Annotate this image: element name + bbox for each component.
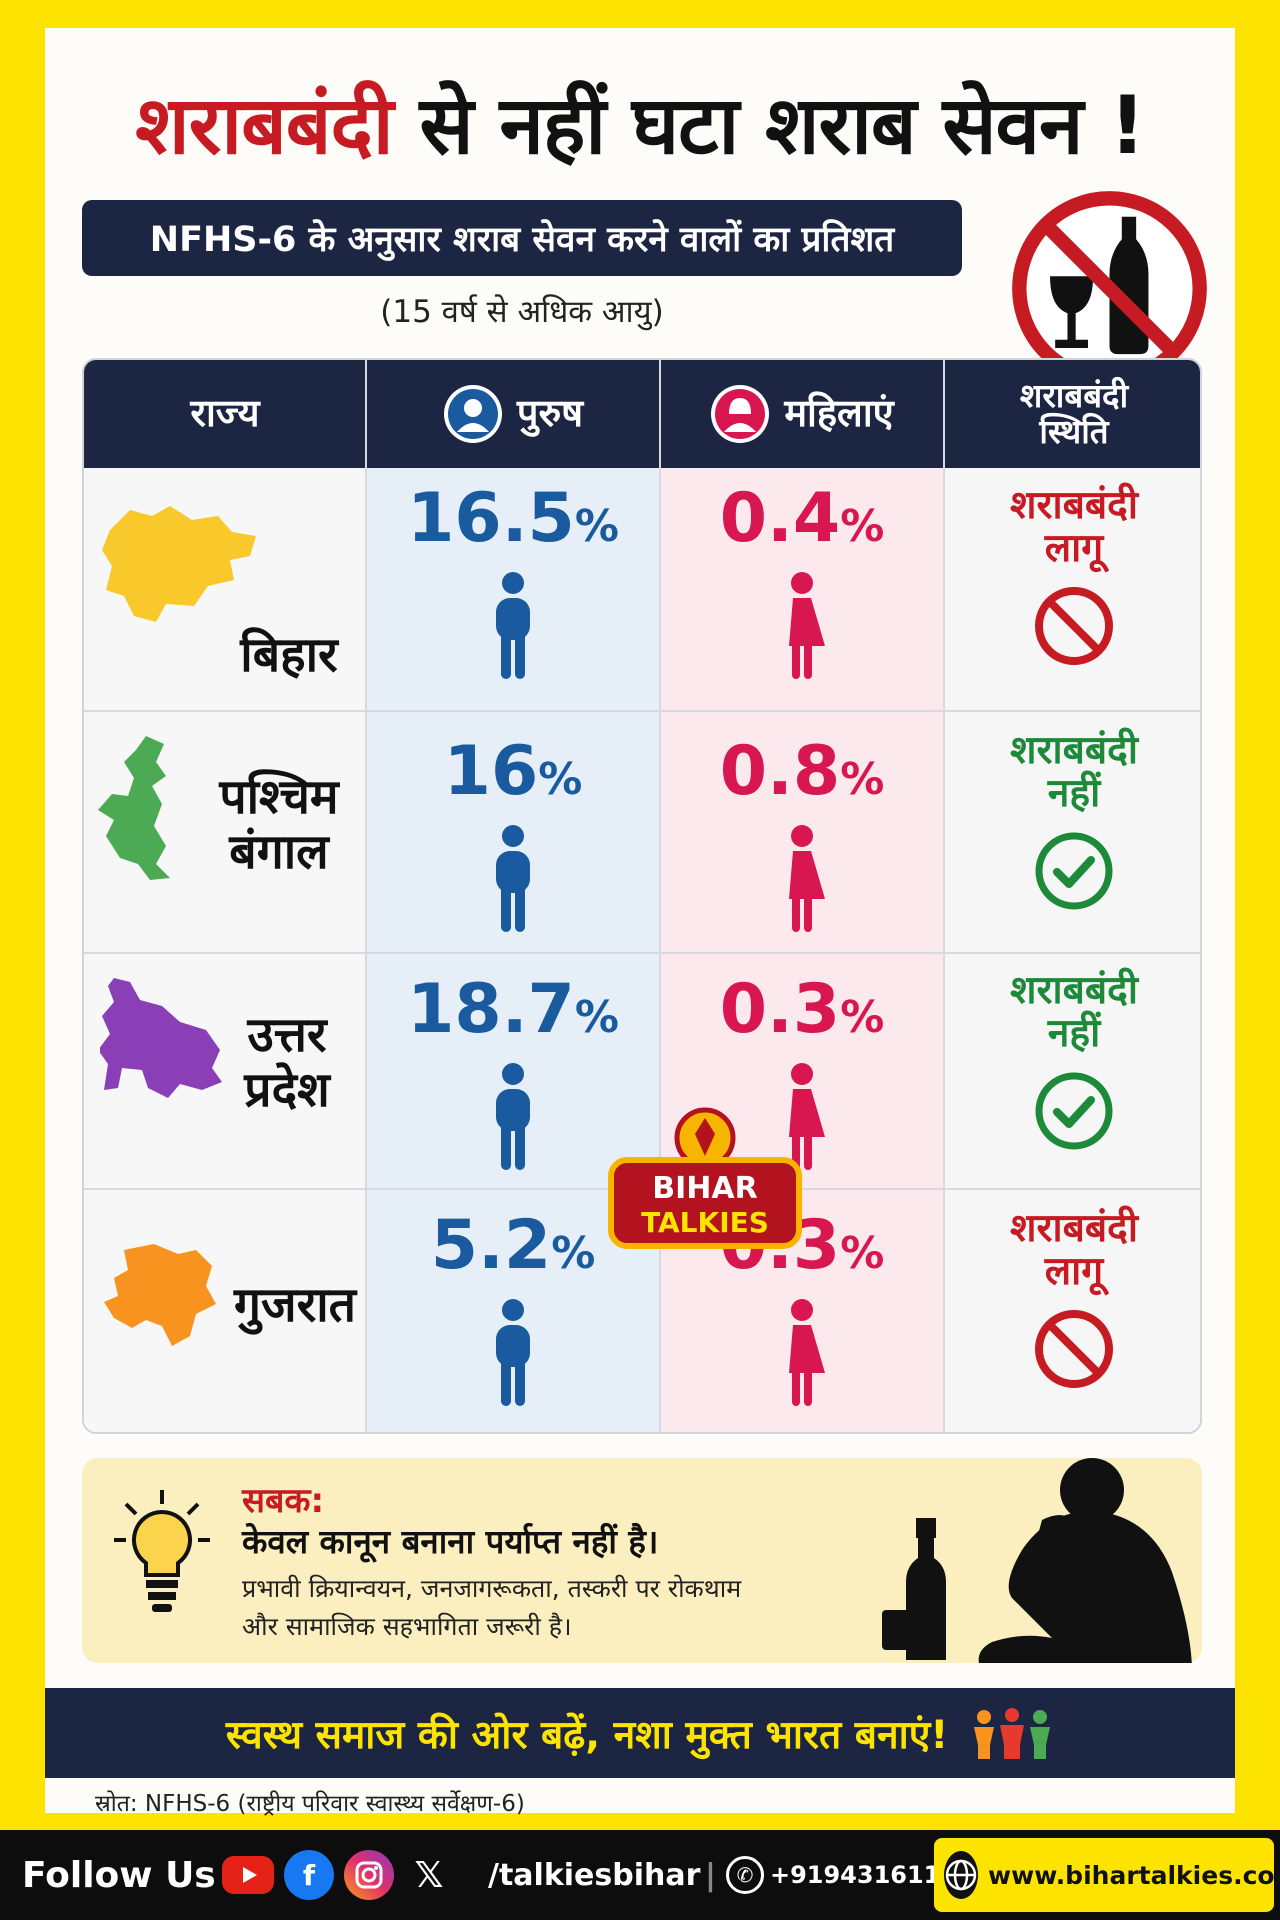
lesson-sub: प्रभावी क्रियान्वयन, जनजागरूकता, तस्करी … (242, 1570, 862, 1645)
subtitle-bar: NFHS-6 के अनुसार शराब सेवन करने वालों का… (82, 200, 962, 276)
female-unit-west-bengal: % (840, 754, 885, 805)
header-status-line1: शराबबंदी (1019, 375, 1129, 415)
male-unit-west-bengal: % (538, 754, 583, 805)
header-female-label: महिलाएं (784, 391, 894, 436)
female-unit-gujarat: % (840, 1228, 885, 1279)
prohibited-icon (1035, 586, 1113, 665)
lesson-sub-line2: और सामाजिक सहभागिता जरूरी है। (242, 1611, 572, 1641)
female-pct-west-bengal: 0.8 (719, 732, 841, 811)
state-name-west-bengal: पश्चिम बंगाल (219, 769, 339, 881)
female-figure-icon (789, 1299, 825, 1406)
whatsapp-icon: ✆ (725, 1856, 764, 1894)
facebook-icon[interactable]: f (284, 1850, 334, 1900)
follow-us-label: Follow Us (22, 1854, 216, 1896)
no-alcohol-icon (1012, 191, 1207, 386)
male-value-uttar-pradesh: 18.7% (366, 976, 660, 1172)
female-figure-icon (789, 1063, 825, 1170)
social-handle[interactable]: /talkiesbihar (488, 1857, 701, 1893)
page-title: शराबबंदी से नहीं घटा शराब सेवन ! (45, 68, 1235, 177)
header-female: महिलाएं (660, 360, 944, 468)
website-url: www.bihartalkies.com (988, 1860, 1280, 1890)
female-pct-uttar-pradesh: 0.3 (719, 970, 841, 1049)
title-highlight: शराबबंदी (135, 79, 393, 172)
age-note: (15 वर्ष से अधिक आयु) (380, 294, 664, 330)
uttar-pradesh-map-icon (100, 978, 222, 1098)
male-pct-bihar: 16.5 (407, 479, 575, 558)
female-value-bihar: 0.4% (660, 485, 944, 681)
male-figure-icon (496, 572, 530, 679)
state-name-uttar-pradesh: उत्तर प्रदेश (244, 1007, 330, 1119)
header-status-line2: स्थिति (1039, 412, 1109, 451)
male-unit-uttar-pradesh: % (574, 992, 619, 1043)
state-name-bihar: बिहार (240, 627, 338, 683)
male-avatar-icon (443, 385, 502, 443)
male-value-west-bengal: 16% (366, 738, 660, 934)
gujarat-map-icon (104, 1244, 216, 1346)
male-figure-icon (496, 825, 530, 932)
social-links: f 𝕏 (222, 1850, 454, 1900)
lesson-title: सबक: (242, 1481, 325, 1521)
status-text-bihar: शराबबंदी लागू (1010, 483, 1138, 571)
lesson-sub-line1: प्रभावी क्रियान्वयन, जनजागरूकता, तस्करी … (242, 1574, 742, 1603)
male-pct-uttar-pradesh: 18.7 (407, 970, 575, 1049)
status-gujarat: शराबबंदी लागू (944, 1206, 1200, 1390)
female-figure-icon (789, 572, 825, 679)
globe-icon (944, 1851, 978, 1899)
title-rest: से नहीं घटा शराब सेवन ! (419, 79, 1146, 172)
status-text-gujarat: शराबबंदी लागू (1010, 1206, 1138, 1294)
female-unit-bihar: % (840, 501, 885, 552)
slogan-banner: स्वस्थ समाज की ओर बढ़ें, नशा मुक्त भारत … (45, 1688, 1235, 1778)
table-header: राज्य पुरुष महिलाएं शराबबंदी स्थिति (84, 360, 1200, 468)
female-figure-icon (789, 825, 825, 932)
source-note: स्रोत: NFHS-6 (राष्ट्रीय परिवार स्वास्थ्… (95, 1791, 525, 1817)
status-bihar: शराबबंदी लागू (944, 483, 1200, 667)
bihar-map-icon (102, 506, 256, 622)
people-group-icon (974, 1708, 1051, 1759)
lesson-main: केवल कानून बनाना पर्याप्त नहीं है। (242, 1522, 659, 1561)
header-state: राज्य (190, 391, 260, 436)
female-value-uttar-pradesh: 0.3% (660, 976, 944, 1172)
status-west-bengal: शराबबंदी नहीं (944, 728, 1200, 912)
youtube-icon[interactable] (222, 1856, 274, 1894)
male-value-bihar: 16.5% (366, 485, 660, 681)
female-avatar-icon (711, 385, 770, 443)
female-unit-uttar-pradesh: % (840, 992, 885, 1043)
subtitle-text: NFHS-6 के अनुसार शराब सेवन करने वालों का… (149, 219, 895, 260)
consumption-table: राज्य पुरुष महिलाएं शराबबंदी स्थिति बिहा… (82, 358, 1202, 1434)
instagram-icon[interactable] (344, 1850, 394, 1900)
male-unit-bihar: % (574, 501, 619, 552)
sad-man-silhouette-icon (882, 1458, 1192, 1663)
lesson-box: सबक: केवल कानून बनाना पर्याप्त नहीं है। … (82, 1458, 1202, 1663)
header-male: पुरुष (366, 360, 660, 468)
female-pct-bihar: 0.4 (719, 479, 841, 558)
header-male-label: पुरुष (516, 391, 584, 436)
check-icon (1035, 832, 1113, 910)
infographic-card: शराबबंदी से नहीं घटा शराब सेवन ! NFHS-6 … (45, 28, 1235, 1817)
logo-line2: TALKIES (641, 1206, 769, 1239)
male-pct-gujarat: 5.2 (430, 1206, 552, 1285)
x-twitter-icon[interactable]: 𝕏 (414, 1854, 444, 1896)
west-bengal-map-icon (98, 736, 170, 880)
bihar-talkies-logo: BIHAR TALKIES (608, 1107, 802, 1249)
check-icon (1035, 1072, 1113, 1150)
prohibited-icon (1035, 1309, 1113, 1388)
state-name-gujarat: गुजरात (233, 1277, 357, 1333)
male-pct-west-bengal: 16 (443, 732, 539, 811)
male-unit-gujarat: % (551, 1228, 596, 1279)
male-figure-icon (496, 1299, 530, 1406)
header-status: शराबबंदी स्थिति (944, 360, 1200, 468)
male-figure-icon (496, 1063, 530, 1170)
female-value-west-bengal: 0.8% (660, 738, 944, 934)
website-link[interactable]: www.bihartalkies.com (934, 1838, 1280, 1912)
status-text-west-bengal: शराबबंदी नहीं (1010, 728, 1138, 816)
slogan-text: स्वस्थ समाज की ओर बढ़ें, नशा मुक्त भारत … (225, 1712, 949, 1758)
status-uttar-pradesh: शराबबंदी नहीं (944, 968, 1200, 1152)
male-value-gujarat: 5.2% (366, 1212, 660, 1408)
lightbulb-icon (114, 1490, 210, 1612)
status-text-uttar-pradesh: शराबबंदी नहीं (1010, 968, 1138, 1056)
footer-bar: Follow Us f 𝕏 /talkiesbihar | ✆ +9194316… (0, 1830, 1280, 1920)
logo-line1: BIHAR (652, 1171, 757, 1206)
